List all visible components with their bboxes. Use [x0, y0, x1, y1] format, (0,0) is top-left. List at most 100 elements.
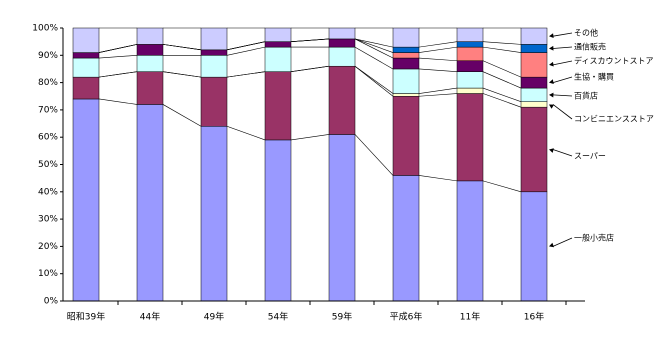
- bar-segment: [520, 76, 548, 89]
- bar-segment: [392, 68, 420, 94]
- bar-segment: [72, 76, 100, 100]
- y-tick-label: 60%: [38, 133, 58, 143]
- callout-arrow: [549, 92, 554, 98]
- callout-line: [552, 149, 573, 157]
- legend-label: ディスカウントストア: [574, 56, 653, 66]
- callout-line: [552, 32, 573, 37]
- bar-segment: [520, 52, 548, 78]
- connector-line: [482, 46, 522, 53]
- y-tick-label: 90%: [38, 51, 58, 61]
- bar-segment: [392, 175, 420, 302]
- legend-label: 通信販売: [574, 42, 606, 52]
- connector-line: [354, 38, 394, 59]
- bar-segment: [200, 126, 228, 302]
- connector-line: [226, 46, 266, 56]
- callout-arrow: [549, 79, 554, 84]
- bar-segment: [328, 27, 356, 40]
- bar-segment: [520, 101, 548, 108]
- connector-line: [354, 65, 394, 97]
- bar-segment: [328, 65, 356, 135]
- bar-segment: [136, 44, 164, 56]
- y-tick-label: 50%: [38, 160, 58, 170]
- connector-line: [226, 125, 266, 141]
- connector-line: [226, 71, 266, 78]
- x-tick-label: 昭和39年: [67, 311, 105, 323]
- bar-segment: [392, 46, 420, 53]
- y-tick-label: 40%: [38, 187, 58, 197]
- y-tick-label: 0%: [44, 297, 59, 307]
- bar-segment: [456, 71, 484, 89]
- bar-segment: [520, 44, 548, 53]
- bar-segment: [328, 134, 356, 302]
- bar-segment: [72, 98, 100, 302]
- callout-line: [552, 76, 573, 83]
- bar-segment: [456, 93, 484, 182]
- connector-line: [162, 71, 202, 78]
- callout-line: [552, 237, 573, 247]
- callout-arrow: [549, 148, 554, 153]
- legend-label: スーパー: [574, 152, 606, 161]
- bar-segment: [72, 27, 100, 53]
- bar-segment: [200, 76, 228, 127]
- connector-line: [482, 87, 522, 102]
- bar-segment: [200, 49, 228, 56]
- connector-line: [98, 71, 138, 78]
- callout-arrow: [549, 104, 554, 109]
- x-tick-label: 16年: [524, 311, 544, 323]
- bar-segment: [136, 27, 164, 45]
- connector-line: [354, 46, 394, 70]
- y-tick-label: 20%: [38, 242, 58, 252]
- bar-segment: [456, 87, 484, 94]
- y-tick-label: 30%: [38, 215, 58, 225]
- y-tick-label: 80%: [38, 78, 58, 88]
- connector-line: [418, 68, 458, 72]
- callout-line: [552, 46, 573, 49]
- bar-segment: [392, 27, 420, 48]
- connector-line: [482, 93, 522, 108]
- bar-segment: [136, 104, 164, 302]
- callout-line: [552, 94, 573, 97]
- legend-label: 百貨店: [574, 91, 598, 101]
- bar-segment: [520, 27, 548, 45]
- connector-line: [418, 175, 458, 182]
- bar-segment: [520, 191, 548, 302]
- connector-line: [418, 41, 458, 48]
- callout-arrow: [549, 45, 554, 51]
- legend-label: 生協・購買: [574, 72, 614, 82]
- connector-line: [354, 134, 394, 176]
- connector-line: [162, 44, 202, 51]
- bar-segment: [200, 55, 228, 78]
- x-tick-label: 54年: [268, 311, 288, 323]
- callout-arrow: [549, 242, 554, 248]
- connector-line: [290, 38, 330, 42]
- bar-segment: [72, 52, 100, 59]
- bar-segment: [72, 57, 100, 78]
- x-tick-label: 11年: [460, 311, 480, 323]
- y-tick-label: 100%: [32, 24, 58, 34]
- bar-segment: [392, 96, 420, 176]
- y-tick-label: 70%: [38, 105, 58, 115]
- bar-segment: [264, 41, 292, 48]
- connector-line: [482, 41, 522, 45]
- connector-line: [482, 60, 522, 78]
- connector-line: [354, 65, 394, 94]
- connector-line: [418, 87, 458, 94]
- connector-line: [354, 38, 394, 48]
- y-tick-label: 10%: [38, 269, 58, 279]
- connector-line: [290, 65, 330, 72]
- bar-segment: [136, 55, 164, 72]
- connector-line: [98, 44, 138, 53]
- bar-segment: [456, 180, 484, 302]
- connector-line: [354, 38, 394, 53]
- bar-segment: [520, 87, 548, 102]
- bar-segment: [520, 106, 548, 193]
- connector-line: [98, 55, 138, 59]
- bar-segment: [136, 71, 164, 105]
- bar-segment: [456, 46, 484, 62]
- legend-label: コンビニエンスストア: [574, 115, 654, 124]
- bar-segment: [456, 27, 484, 42]
- callout-arrow: [549, 61, 554, 67]
- bar-segment: [264, 139, 292, 302]
- bar-segment: [200, 27, 228, 51]
